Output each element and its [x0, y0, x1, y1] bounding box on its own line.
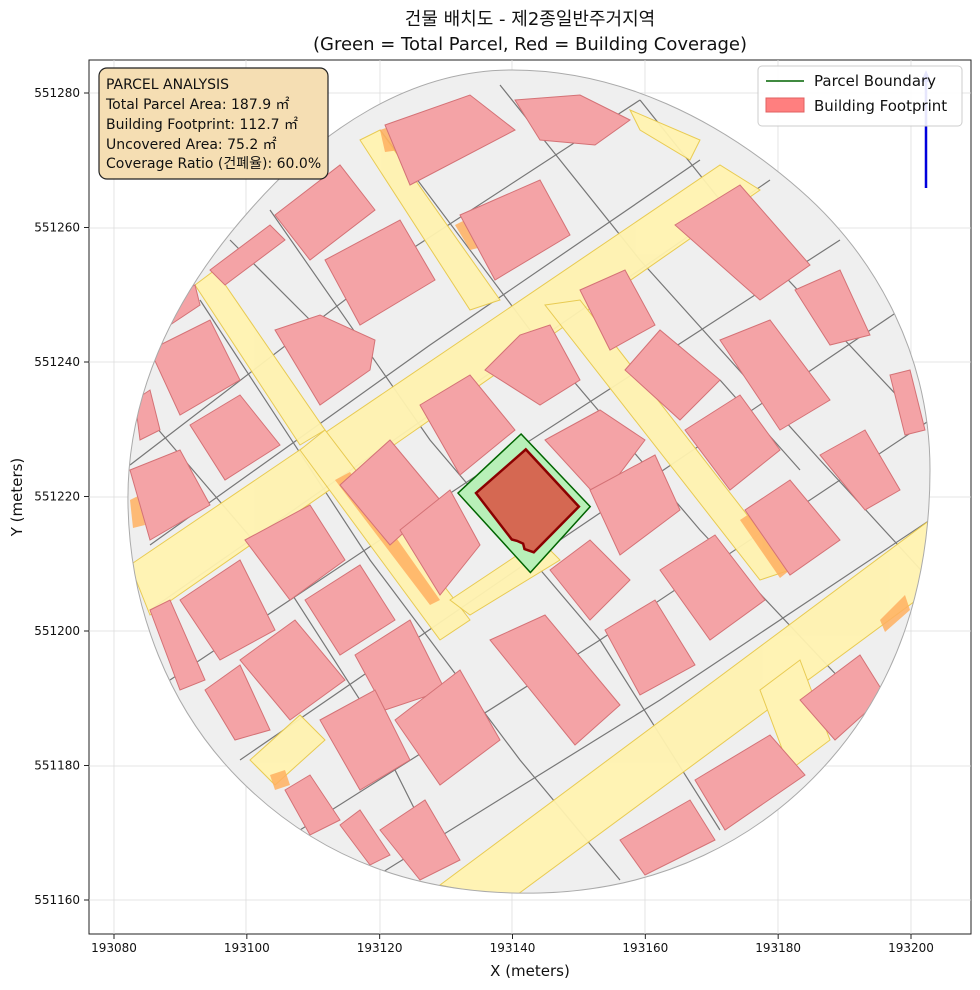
road-right-bottom — [759, 659, 831, 771]
y-tick-label: 551160 — [34, 893, 80, 907]
building-context — [319, 689, 411, 791]
chart-title: 건물 배치도 - 제2종일반주거지역 — [405, 9, 655, 30]
building-context — [274, 164, 376, 261]
building-context — [544, 409, 646, 501]
x-tick-label: 193160 — [622, 941, 668, 955]
surrounding-buildings — [129, 94, 926, 881]
building-context — [744, 479, 841, 576]
building-context — [129, 449, 211, 541]
x-tick-label: 193200 — [888, 941, 934, 955]
building-context — [674, 184, 811, 301]
building-context — [619, 799, 716, 876]
building-context — [149, 599, 206, 691]
target-building-footprint — [474, 447, 581, 554]
info-coverage: Coverage Ratio (건폐율): 60.0% — [106, 156, 321, 172]
context-map — [127, 70, 930, 894]
building-context — [719, 319, 831, 431]
building-context — [419, 374, 516, 476]
building-context — [659, 534, 766, 641]
building-context — [204, 664, 271, 741]
legend-footprint-label: Building Footprint — [814, 97, 947, 115]
road-top-right — [628, 109, 701, 161]
y-axis-ticks: 551280 551260 551240 551220 551200 551180 5511… — [34, 86, 89, 907]
building-context — [684, 394, 781, 491]
x-tick-label: 193100 — [224, 941, 270, 955]
x-tick-label: 193140 — [490, 941, 536, 955]
building-context — [589, 454, 681, 556]
context-boundary — [127, 69, 931, 894]
legend: Parcel Boundary Building Footprint — [757, 65, 963, 127]
road-vertical-center — [359, 129, 501, 311]
building-context — [579, 269, 656, 351]
x-tick-label: 193120 — [357, 941, 403, 955]
building-context — [819, 429, 901, 511]
x-axis-ticks: 193080 193100 193120 193140 193160 193180 1932… — [91, 934, 934, 955]
y-axis-label: Y (meters) — [8, 458, 26, 538]
road-diagonal-lower — [438, 519, 930, 894]
building-context — [399, 489, 481, 596]
building-context — [189, 394, 281, 481]
building-context — [889, 369, 926, 436]
legend-footprint-swatch — [765, 97, 805, 113]
building-context — [304, 564, 396, 656]
info-box-background — [98, 67, 329, 180]
info-uncovered: Uncovered Area: 75.2 ㎡ — [106, 137, 277, 153]
building-context — [694, 734, 806, 831]
building-context — [394, 669, 501, 786]
legend-background — [757, 65, 963, 127]
building-context — [179, 559, 276, 661]
building-context — [484, 324, 581, 406]
y-tick-label: 551180 — [34, 759, 80, 773]
building-context — [239, 619, 346, 721]
y-tick-label: 551220 — [34, 490, 80, 504]
y-tick-label: 551260 — [34, 221, 80, 235]
building-context — [339, 809, 391, 866]
building-context — [149, 319, 241, 416]
building-context — [549, 539, 631, 621]
building-context — [489, 614, 621, 746]
building-context — [244, 504, 346, 601]
building-context — [624, 329, 721, 421]
building-context — [384, 94, 516, 186]
building-context — [459, 179, 571, 281]
building-context — [379, 799, 461, 881]
x-tick-label: 193080 — [91, 941, 137, 955]
building-context — [604, 599, 696, 696]
legend-parcel-label: Parcel Boundary — [814, 72, 936, 90]
y-tick-label: 551240 — [34, 355, 80, 369]
y-tick-label: 551280 — [34, 86, 80, 100]
y-tick-label: 551200 — [34, 624, 80, 638]
x-axis-label: X (meters) — [490, 962, 570, 980]
building-context — [209, 224, 286, 286]
building-context — [274, 314, 376, 406]
road-small-left — [249, 714, 326, 786]
x-tick-label: 193180 — [755, 941, 801, 955]
info-footprint: Building Footprint: 112.7 ㎡ — [106, 117, 298, 133]
building-context — [284, 774, 341, 836]
building-context — [514, 94, 631, 146]
building-context — [794, 269, 871, 346]
info-total-area: Total Parcel Area: 187.9 ㎡ — [105, 97, 290, 113]
info-heading: PARCEL ANALYSIS — [106, 77, 229, 93]
chart-subtitle: (Green = Total Parcel, Red = Building Co… — [313, 34, 747, 55]
building-context — [324, 219, 436, 326]
parcel-analysis-box: PARCEL ANALYSIS Total Parcel Area: 187.9… — [98, 67, 329, 180]
